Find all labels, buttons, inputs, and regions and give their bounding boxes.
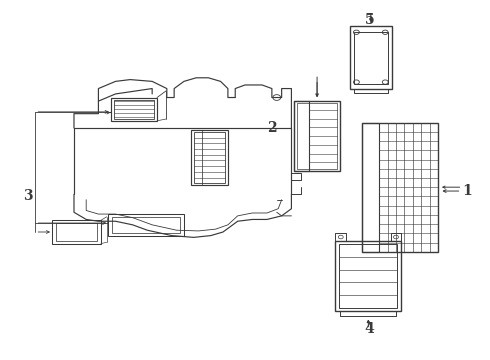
Bar — [294, 101, 340, 171]
Bar — [114, 100, 154, 119]
Bar — [294, 101, 309, 171]
Text: 3: 3 — [23, 189, 32, 203]
Bar — [112, 217, 180, 233]
Text: 1: 1 — [463, 184, 472, 198]
Text: 2: 2 — [267, 121, 277, 135]
Bar — [111, 98, 157, 121]
Bar — [191, 130, 228, 185]
Bar — [350, 26, 392, 89]
Bar — [52, 220, 101, 244]
Bar — [108, 214, 184, 235]
Bar — [339, 244, 397, 308]
Bar — [362, 123, 379, 252]
Bar — [297, 103, 337, 169]
Text: 4: 4 — [365, 322, 374, 336]
Bar — [354, 32, 388, 84]
Bar — [362, 123, 438, 252]
Text: 5: 5 — [365, 13, 374, 27]
Bar — [194, 132, 225, 183]
Bar — [335, 241, 401, 311]
Bar — [56, 223, 97, 241]
